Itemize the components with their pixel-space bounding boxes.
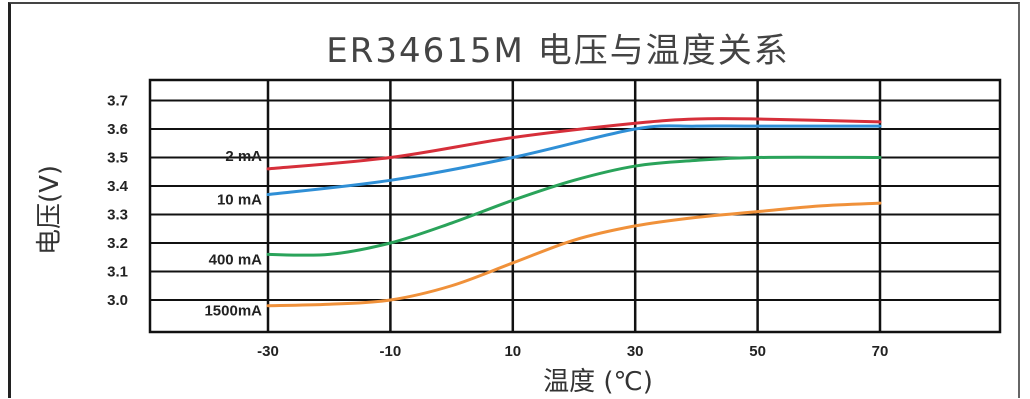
series-line	[266, 124, 882, 197]
y-tick-label: 3.6	[107, 121, 128, 138]
series-label: 10 mA	[217, 192, 262, 209]
plot-border	[148, 78, 1002, 334]
x-axis-title: 温度 (℃)	[543, 367, 653, 397]
series-label: 1500mA	[204, 303, 262, 320]
series-label: 400 mA	[209, 251, 263, 268]
y-tick-label: 3.4	[107, 178, 129, 195]
x-tick-label: -10	[380, 343, 402, 360]
label-layer: 2 mA 10 mA 400 mA 1500mA	[204, 148, 262, 320]
series-line	[266, 155, 882, 257]
x-tick-label: 30	[627, 343, 644, 360]
series-line	[266, 117, 882, 171]
y-tick-label: 3.1	[107, 264, 128, 281]
x-tick-label: 50	[749, 343, 766, 360]
x-tick-label: 70	[872, 343, 889, 360]
y-tick-label: 3.0	[107, 292, 128, 309]
y-tick-label: 3.3	[107, 207, 128, 224]
y-tick-label: 3.7	[107, 93, 128, 110]
y-axis-title: 电压(V)	[35, 165, 65, 255]
series-label: 2 mA	[225, 148, 262, 165]
x-tick-label: 10	[504, 343, 521, 360]
y-tick-label: 3.5	[107, 150, 128, 167]
y-tick-label: 3.2	[107, 235, 128, 252]
series-line	[266, 201, 882, 308]
chart-title: ER34615M 电压与温度关系	[326, 31, 789, 71]
x-tick-label: -30	[257, 343, 279, 360]
series-layer	[266, 117, 882, 308]
